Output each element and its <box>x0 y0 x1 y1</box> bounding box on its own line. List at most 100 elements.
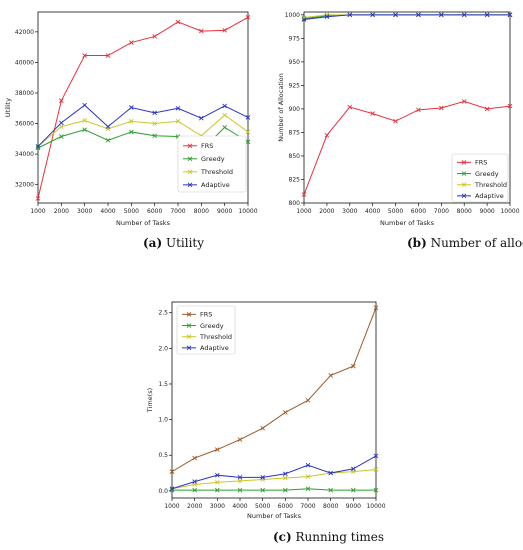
x-tick-label: 4000 <box>365 208 380 215</box>
data-point <box>152 110 157 116</box>
data-point <box>199 115 204 121</box>
legend-item: Threshold <box>457 181 507 189</box>
data-point <box>301 192 307 197</box>
y-tick-label: 42000 <box>15 29 34 36</box>
plot-frame <box>37 11 249 204</box>
data-point <box>59 120 64 126</box>
series-line <box>303 14 510 20</box>
legend-label: FRS <box>475 159 487 167</box>
series-line <box>37 16 249 199</box>
series-frs <box>301 99 513 197</box>
x-tick-label: 2000 <box>54 208 69 215</box>
data-point <box>35 196 41 201</box>
series-greedy <box>301 12 513 21</box>
legend-item: Greedy <box>457 170 499 178</box>
data-point <box>35 144 41 149</box>
legend-item: Adaptive <box>182 344 229 352</box>
caption-label: (a) <box>143 236 162 250</box>
chart-c: 1000 2000 3000 4000 5000 6000 7000 8000 9000 1000… <box>146 301 386 544</box>
x-tick-label: 2000 <box>319 208 334 215</box>
figure-caption: (a) Utility <box>143 236 204 250</box>
data-point <box>152 133 157 139</box>
data-point <box>175 19 181 25</box>
data-point <box>105 53 111 58</box>
caption-label: (c) <box>273 530 292 544</box>
data-point <box>373 467 379 472</box>
data-point <box>222 28 227 33</box>
legend-item: Threshold <box>182 333 232 341</box>
data-point <box>301 17 307 22</box>
data-point <box>324 132 330 138</box>
data-point <box>347 12 353 18</box>
data-point <box>245 115 251 120</box>
y-tick-label: 800 <box>289 200 301 207</box>
legend-item: FRS <box>457 159 487 167</box>
legend-item: FRS <box>183 142 213 150</box>
data-point <box>328 487 333 493</box>
legend-label: Threshold <box>474 181 507 189</box>
data-point <box>215 472 220 478</box>
x-tick-label: 1000 <box>30 208 45 215</box>
data-point <box>152 34 157 39</box>
y-tick-label: 925 <box>289 82 301 89</box>
x-axis-label: Number of Tasks <box>116 219 171 227</box>
y-tick-label: 34000 <box>15 151 34 158</box>
y-axis-label: Utility <box>4 98 12 117</box>
y-tick-label: 825 <box>289 176 301 183</box>
y-axis-label: Number of Allocation <box>277 73 285 142</box>
data-point <box>222 112 227 118</box>
data-point <box>461 12 467 18</box>
data-point <box>237 478 243 484</box>
data-point <box>237 487 243 493</box>
series-adaptive <box>169 453 379 492</box>
data-point <box>35 145 41 151</box>
data-point <box>328 470 333 476</box>
data-point <box>393 118 398 124</box>
y-tick-label: 2.5 <box>158 310 168 317</box>
x-tick-label: 8000 <box>323 503 338 510</box>
legend-label: Threshold <box>200 168 233 176</box>
series-line <box>171 455 377 490</box>
x-tick-label: 7000 <box>300 503 315 510</box>
legend-label: Threshold <box>199 333 232 341</box>
legend-label: FRS <box>201 142 213 150</box>
data-point <box>260 475 265 480</box>
data-point <box>283 475 288 481</box>
data-point <box>192 479 197 484</box>
data-point <box>192 487 197 493</box>
x-tick-label: 4000 <box>232 503 247 510</box>
legend-box <box>177 135 247 193</box>
data-point <box>237 475 243 480</box>
x-tick-label: 8000 <box>457 208 472 215</box>
plot-frame <box>303 11 511 204</box>
legend: FRS Greedy Threshold Adaptive <box>176 305 236 355</box>
legend: FRS Greedy Threshold Adaptive <box>177 135 247 193</box>
data-point <box>305 398 311 403</box>
y-tick-label: 975 <box>289 35 301 42</box>
data-point <box>484 106 490 112</box>
x-tick-label: 5000 <box>124 208 139 215</box>
data-point <box>370 111 375 116</box>
data-point <box>129 105 134 110</box>
series-adaptive <box>301 12 513 22</box>
y-tick-label: 38000 <box>15 90 34 97</box>
data-point <box>484 12 490 18</box>
figure-caption: (c) Running times <box>273 530 384 544</box>
data-point <box>152 121 157 126</box>
legend-item: Threshold <box>183 168 233 176</box>
y-tick-label: 2.0 <box>158 345 168 352</box>
data-point <box>328 373 333 378</box>
x-tick-label: 10000 <box>500 208 519 215</box>
y-tick-label: 1.5 <box>158 381 168 388</box>
data-point <box>175 105 181 111</box>
legend-label: Adaptive <box>200 344 229 352</box>
x-tick-label: 1000 <box>296 208 311 215</box>
legend-label: Adaptive <box>475 192 504 200</box>
legend-label: Greedy <box>201 155 225 163</box>
legend: FRS Greedy Threshold Adaptive <box>451 153 509 203</box>
x-tick-label: 3000 <box>77 208 92 215</box>
data-point <box>373 487 379 493</box>
x-tick-label: 9000 <box>217 208 232 215</box>
legend-item: Greedy <box>183 155 225 163</box>
